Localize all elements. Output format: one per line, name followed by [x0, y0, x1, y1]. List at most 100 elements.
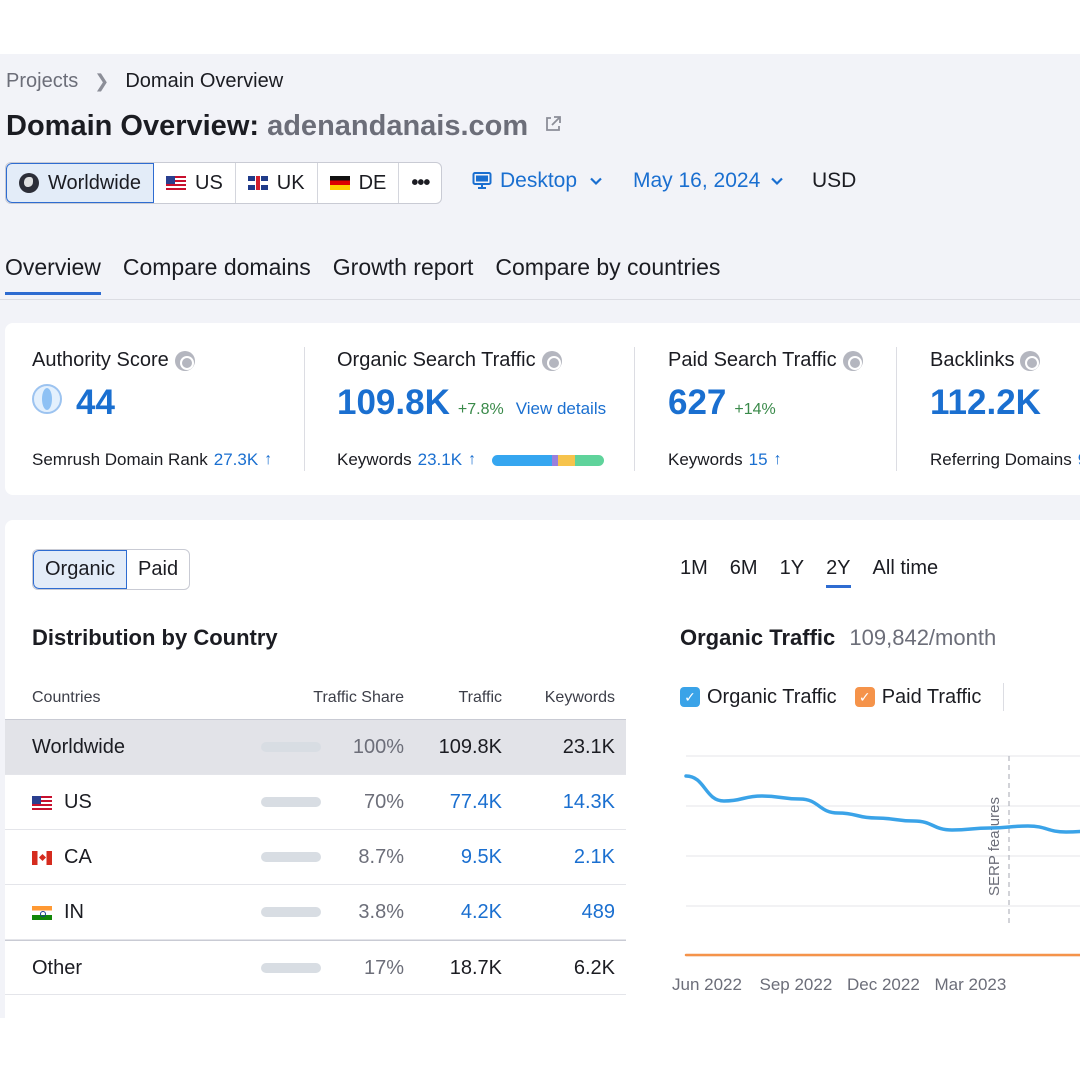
table-body: Worldwide 100% 109.8K 23.1K US 70% 77.4K 14.3K C… — [5, 720, 626, 995]
traffic-value[interactable]: 9.5K — [460, 846, 502, 868]
segment-paid-button[interactable]: Paid — [138, 558, 179, 580]
legend-organic-traffic[interactable]: ✓ Organic Traffic — [680, 686, 837, 709]
database-de-button[interactable]: DE — [318, 163, 400, 203]
tab-growth-report[interactable]: Growth report — [332, 254, 474, 280]
database-label: Worldwide — [48, 171, 141, 194]
traffic-value[interactable]: 4.2K — [460, 901, 502, 923]
table-row[interactable]: Other 17% 18.7K 6.2K — [5, 940, 626, 995]
kw-bar-segment — [552, 454, 559, 466]
paid-traffic-delta: +14% — [734, 401, 776, 418]
tabs-divider — [0, 299, 1080, 300]
traffic-share-value: 17% — [363, 957, 404, 979]
date-label: May 16, 2024 — [633, 169, 761, 192]
range-tabs: 1M 6M 1Y 2Y All time — [680, 557, 938, 588]
range-tab-all-time[interactable]: All time — [872, 557, 939, 579]
breadcrumb-projects-link[interactable]: Projects — [6, 70, 79, 92]
country-name: CA — [64, 846, 92, 868]
tab-overview[interactable]: Overview — [5, 254, 101, 295]
checkbox-checked-icon[interactable]: ✓ — [680, 687, 700, 707]
header-countries: Countries — [32, 689, 101, 706]
organic-keywords-value[interactable]: 23.1K — [417, 450, 463, 469]
info-icon[interactable] — [1020, 350, 1041, 371]
country-cell: Other — [32, 957, 82, 980]
legend-divider — [1003, 683, 1005, 711]
metric-label-text: Authority Score — [32, 349, 169, 371]
backlinks-label: Backlinks — [930, 349, 1041, 372]
info-icon[interactable] — [174, 350, 195, 371]
x-tick-label: Mar 2023 — [935, 975, 1007, 994]
traffic-card: Organic Paid Distribution by Country Cou… — [5, 520, 1080, 1018]
traffic-share-bar — [261, 852, 321, 862]
country-name: IN — [64, 901, 84, 923]
segment-organic-button[interactable]: Organic — [33, 550, 128, 589]
traffic-value[interactable]: 77.4K — [449, 791, 502, 813]
keywords-value: 6.2K — [573, 957, 615, 979]
organic-traffic-value[interactable]: 109.8K — [337, 383, 450, 422]
info-icon[interactable] — [842, 350, 863, 371]
chevron-down-icon — [590, 177, 602, 186]
paid-keywords: Keywords 15 ↑ — [668, 450, 782, 470]
range-tab-6m[interactable]: 6M — [729, 557, 758, 579]
authority-score-icon — [32, 384, 62, 414]
database-selector: Worldwide US UK DE ••• — [5, 162, 443, 204]
checkbox-checked-icon[interactable]: ✓ — [854, 687, 875, 707]
country-cell: IN — [32, 901, 84, 924]
keywords-value[interactable]: 2.1K — [573, 846, 615, 868]
page-title-domain[interactable]: adenandanais.com — [267, 110, 529, 142]
traffic-share-value: 100% — [352, 736, 404, 758]
globe-icon — [19, 173, 39, 193]
flag-us-icon — [166, 176, 186, 190]
table-row[interactable]: CA 8.7% 9.5K 2.1K — [5, 830, 626, 885]
referring-domains-value[interactable]: 9 — [1078, 450, 1080, 470]
keywords-value[interactable]: 14.3K — [562, 791, 615, 813]
authority-score-value[interactable]: 44 — [76, 383, 115, 422]
organic-paid-toggle: Organic Paid — [32, 549, 191, 590]
organic-traffic-chart[interactable]: SERP features Jun 2022 Sep 2022 Dec 2022 Mar… — [666, 748, 1080, 1008]
organic-traffic-label: Organic Search Traffic — [337, 349, 562, 372]
domain-rank-value[interactable]: 27.3K — [213, 450, 259, 469]
header-traffic-share[interactable]: Traffic Share — [313, 689, 404, 706]
external-link-icon[interactable] — [544, 115, 562, 133]
traffic-share-value: 3.8% — [358, 901, 404, 923]
database-worldwide-button[interactable]: Worldwide — [6, 163, 154, 203]
header-traffic[interactable]: Traffic — [458, 689, 502, 706]
database-us-button[interactable]: US — [154, 163, 236, 203]
paid-traffic-value[interactable]: 627 — [668, 383, 727, 422]
currency-label[interactable]: USD — [812, 169, 857, 192]
range-tab-2y[interactable]: 2Y — [826, 557, 852, 588]
country-name: Other — [32, 957, 83, 979]
referring-domains: Referring Domains 9 — [930, 450, 1080, 470]
header-keywords[interactable]: Keywords — [544, 689, 615, 706]
flag-de-icon — [329, 176, 350, 190]
range-tab-1y[interactable]: 1Y — [779, 557, 805, 579]
paid-keywords-value[interactable]: 15 — [748, 450, 768, 469]
tab-compare-domains[interactable]: Compare domains — [122, 254, 311, 280]
table-row[interactable]: US 70% 77.4K 14.3K — [5, 775, 626, 830]
organic-traffic-value-group: 109.8K +7.8% View details — [337, 383, 606, 423]
range-tab-1m[interactable]: 1M — [680, 557, 708, 579]
more-icon: ••• — [411, 171, 430, 194]
backlinks-value[interactable]: 112.2K — [930, 383, 1041, 422]
database-more-button[interactable]: ••• — [399, 163, 441, 203]
metric-label-text: Organic Search Traffic — [337, 349, 536, 371]
organic-traffic-delta: +7.8% — [457, 401, 504, 418]
info-icon[interactable] — [541, 350, 562, 371]
keywords-distribution-bar[interactable] — [492, 454, 605, 466]
table-row[interactable]: Worldwide 100% 109.8K 23.1K — [5, 720, 626, 775]
device-label: Desktop — [500, 169, 578, 192]
date-dropdown[interactable]: May 16, 2024 — [633, 169, 784, 193]
legend-paid-traffic[interactable]: ✓ Paid Traffic — [854, 686, 981, 709]
keywords-value[interactable]: 489 — [581, 901, 615, 923]
chevron-right-icon: ❯ — [94, 71, 110, 91]
database-uk-button[interactable]: UK — [236, 163, 318, 203]
view-details-link[interactable]: View details — [515, 399, 607, 418]
device-dropdown[interactable]: Desktop — [472, 169, 603, 193]
table-row[interactable]: IN 3.8% 4.2K 489 — [5, 885, 626, 940]
country-cell: US — [32, 791, 92, 814]
arrow-up-icon: ↑ — [773, 451, 782, 468]
database-label: UK — [276, 171, 305, 194]
page-title-prefix: Domain Overview: — [6, 110, 260, 142]
tab-compare-by-countries[interactable]: Compare by countries — [495, 254, 721, 280]
kw-bar-segment — [492, 454, 553, 466]
domain-rank: Semrush Domain Rank 27.3K ↑ — [32, 450, 272, 470]
